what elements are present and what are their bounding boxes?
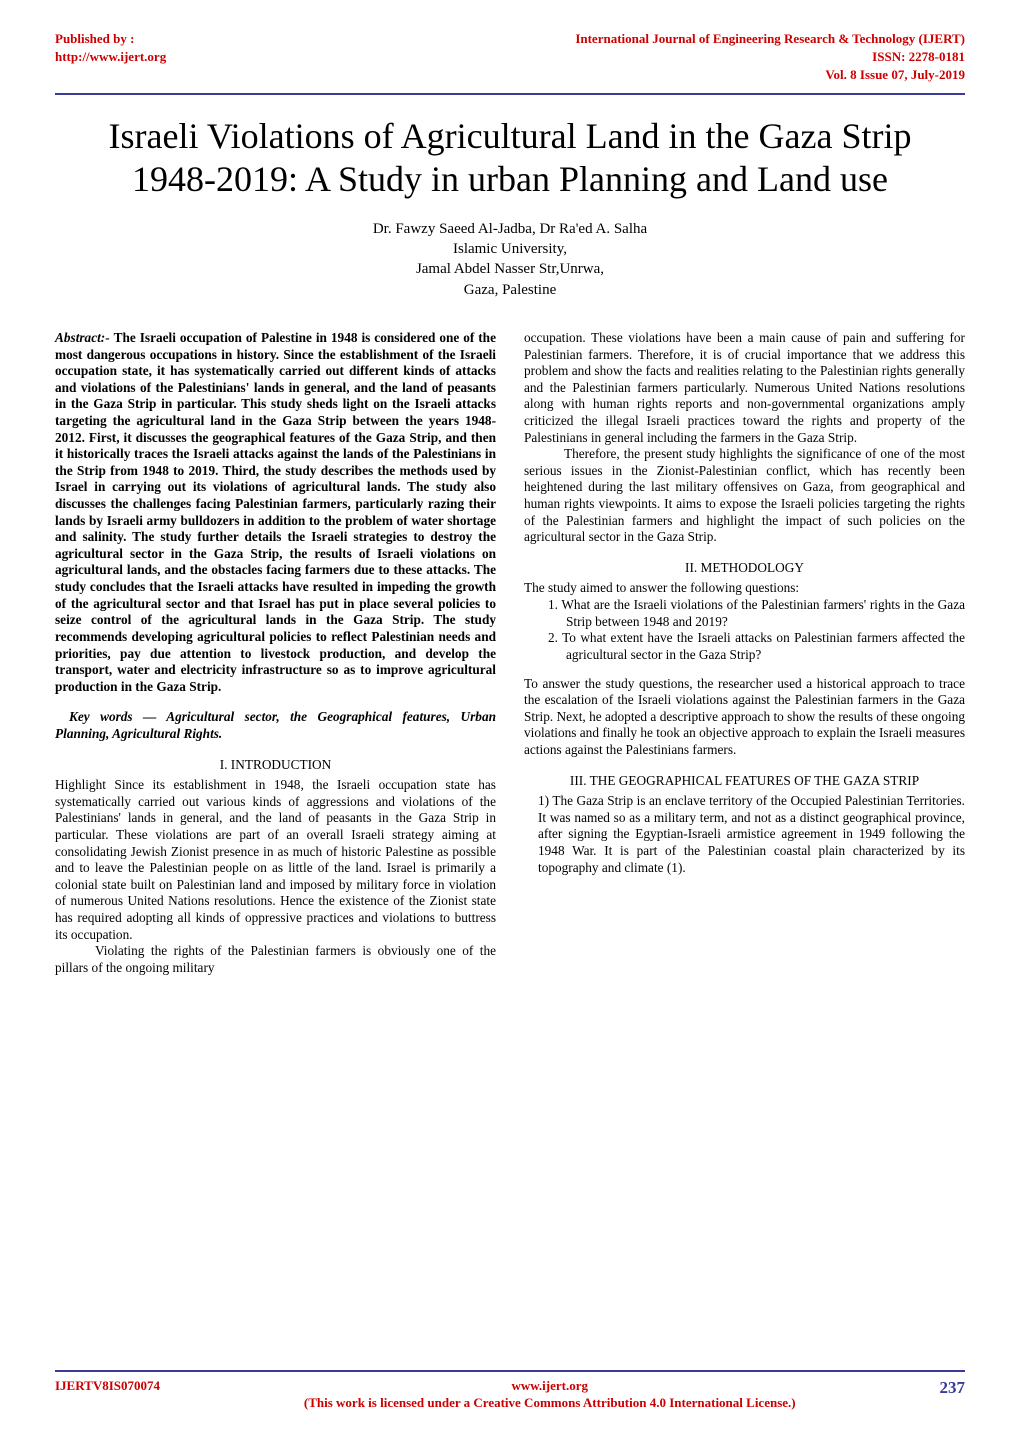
keywords: Key words — Agricultural sector, the Geo…	[55, 709, 496, 742]
issn: ISSN: 2278-0181	[575, 48, 965, 66]
author-names: Dr. Fawzy Saeed Al-Jadba, Dr Ra'ed A. Sa…	[55, 219, 965, 239]
footer-center: www.ijert.org (This work is licensed und…	[304, 1378, 796, 1412]
footer-row: IJERTV8IS070074 www.ijert.org (This work…	[55, 1378, 965, 1412]
intro-paragraph-3: Therefore, the present study highlights …	[524, 446, 965, 546]
journal-name: International Journal of Engineering Res…	[575, 30, 965, 48]
section-1-heading: I. INTRODUCTION	[55, 757, 496, 774]
paper-title: Israeli Violations of Agricultural Land …	[55, 115, 965, 201]
affiliation-line1: Islamic University,	[55, 239, 965, 259]
authors-block: Dr. Fawzy Saeed Al-Jadba, Dr Ra'ed A. Sa…	[55, 219, 965, 300]
header-divider	[55, 93, 965, 95]
content-columns: Abstract:- The Israeli occupation of Pal…	[55, 330, 965, 977]
footer-paper-id: IJERTV8IS070074	[55, 1378, 160, 1394]
header-right: International Journal of Engineering Res…	[575, 30, 965, 85]
abstract-body: The Israeli occupation of Palestine in 1…	[55, 330, 496, 694]
methodology-paragraph: To answer the study questions, the resea…	[524, 676, 965, 759]
issue: Vol. 8 Issue 07, July-2019	[575, 66, 965, 84]
research-question-1: 1. What are the Israeli violations of th…	[524, 597, 965, 630]
page-footer: IJERTV8IS070074 www.ijert.org (This work…	[55, 1370, 965, 1412]
affiliation-line2: Jamal Abdel Nasser Str,Unrwa,	[55, 259, 965, 279]
header-left: Published by : http://www.ijert.org	[55, 30, 166, 85]
research-question-2: 2. To what extent have the Israeli attac…	[524, 630, 965, 663]
abstract-label: Abstract:-	[55, 330, 114, 345]
abstract: Abstract:- The Israeli occupation of Pal…	[55, 330, 496, 695]
right-column: occupation. These violations have been a…	[524, 330, 965, 977]
footer-url: www.ijert.org	[304, 1378, 796, 1395]
page-number: 237	[940, 1378, 966, 1398]
intro-paragraph-2: Violating the rights of the Palestinian …	[55, 943, 496, 976]
geography-paragraph-1: 1) The Gaza Strip is an enclave territor…	[524, 793, 965, 876]
published-by-label: Published by :	[55, 30, 166, 48]
affiliation-line3: Gaza, Palestine	[55, 280, 965, 300]
footer-license: (This work is licensed under a Creative …	[304, 1395, 796, 1412]
intro-paragraph-2-cont: occupation. These violations have been a…	[524, 330, 965, 446]
page-header: Published by : http://www.ijert.org Inte…	[55, 30, 965, 85]
intro-paragraph-1: Highlight Since its establishment in 194…	[55, 777, 496, 943]
section-3-heading: III. THE GEOGRAPHICAL FEATURES OF THE GA…	[524, 773, 965, 790]
methodology-intro: The study aimed to answer the following …	[524, 580, 965, 597]
footer-divider	[55, 1370, 965, 1372]
site-url: http://www.ijert.org	[55, 48, 166, 66]
left-column: Abstract:- The Israeli occupation of Pal…	[55, 330, 496, 977]
section-2-heading: II. METHODOLOGY	[524, 560, 965, 577]
